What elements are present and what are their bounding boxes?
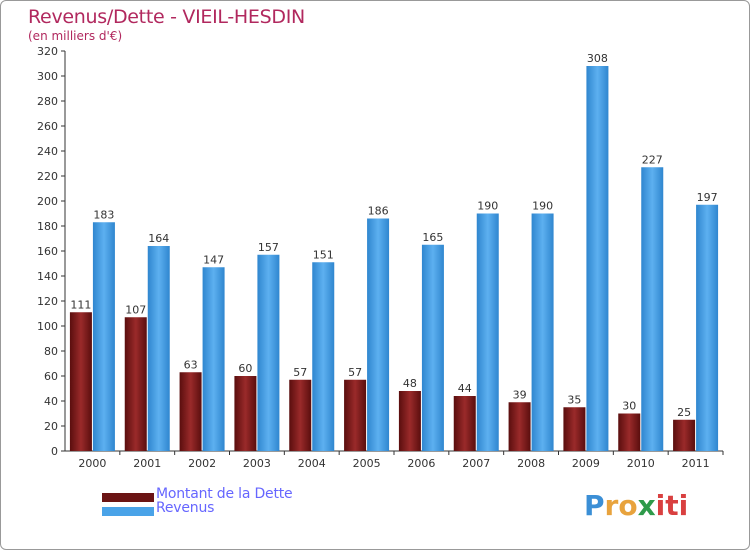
data-label-revenus: 164 [148, 232, 169, 245]
y-tick-label: 120 [37, 295, 58, 308]
data-label-revenus: 190 [532, 200, 553, 213]
data-label-debt: 57 [348, 366, 362, 379]
bar-debt [563, 407, 586, 451]
bars [69, 66, 719, 451]
logo-letter: t [665, 489, 679, 522]
chart-title: Revenus/Dette - VIEIL-HESDIN [28, 6, 305, 28]
bar-revenus [367, 218, 390, 451]
bar-debt [618, 413, 641, 451]
data-label-debt: 60 [238, 362, 252, 375]
y-axis: 0 20 40 60 80 100 120 140 160 180 200 220 240 260 280 3… [37, 45, 66, 458]
chart-subtitle: (en milliers d'€) [28, 29, 123, 43]
data-label-revenus: 186 [368, 205, 389, 218]
y-tick-label: 320 [37, 45, 58, 58]
x-tick-label: 2008 [517, 457, 545, 470]
bar-debt [508, 402, 531, 451]
bar-revenus [476, 213, 499, 451]
bar-revenus [312, 262, 335, 451]
logo-letter: r [604, 489, 619, 522]
x-tick-label: 2010 [627, 457, 655, 470]
data-label-revenus: 183 [93, 208, 114, 221]
bar-debt [344, 379, 367, 451]
data-label-revenus: 227 [642, 153, 663, 166]
x-axis: 2000 2001 2002 2003 2004 2005 2006 2007 2008 2009… [65, 450, 724, 470]
x-tick-label: 2002 [188, 457, 216, 470]
y-tick-label: 220 [37, 170, 58, 183]
x-tick-label: 2004 [298, 457, 326, 470]
legend-label-debt: Montant de la Dette [156, 486, 293, 502]
data-labels: 111 183 107 164 63 147 60 157 57 151 57 186 48 165 44 1… [70, 52, 717, 419]
bar-debt [179, 372, 202, 451]
logo-letter: o [618, 489, 638, 522]
y-tick-label: 200 [37, 195, 58, 208]
bar-debt [398, 391, 421, 451]
data-label-debt: 107 [125, 303, 146, 316]
y-tick-label: 180 [37, 220, 58, 233]
data-label-debt: 57 [293, 366, 307, 379]
y-tick-label: 20 [44, 420, 58, 433]
bar-debt [124, 317, 147, 451]
bar-revenus [531, 213, 554, 451]
logo-letter: i [678, 489, 689, 522]
logo-letter: i [655, 489, 666, 522]
bar-debt [234, 376, 257, 451]
x-tick-label: 2003 [243, 457, 271, 470]
bar-debt [69, 312, 92, 451]
bar-revenus [257, 254, 280, 451]
bar-revenus [641, 167, 664, 451]
data-label-debt: 39 [513, 388, 527, 401]
legend-swatch-revenus [102, 507, 154, 516]
data-label-debt: 48 [403, 377, 417, 390]
data-label-debt: 111 [70, 298, 91, 311]
bar-revenus [421, 244, 444, 451]
data-label-revenus: 165 [422, 231, 443, 244]
data-label-debt: 35 [567, 393, 581, 406]
proxiti-logo: Proxiti [584, 489, 688, 522]
y-tick-label: 80 [44, 345, 58, 358]
x-tick-label: 2000 [78, 457, 106, 470]
y-tick-label: 0 [51, 445, 58, 458]
y-tick-label: 300 [37, 70, 58, 83]
y-tick-label: 260 [37, 120, 58, 133]
bar-revenus [696, 204, 719, 451]
data-label-debt: 25 [677, 406, 691, 419]
logo-letter: P [584, 489, 605, 522]
bar-revenus [147, 246, 170, 451]
x-tick-label: 2001 [133, 457, 161, 470]
bar-revenus [202, 267, 225, 451]
y-tick-label: 100 [37, 320, 58, 333]
data-label-debt: 30 [622, 400, 636, 413]
y-tick-label: 40 [44, 395, 58, 408]
x-tick-label: 2006 [407, 457, 435, 470]
data-label-revenus: 197 [697, 191, 718, 204]
data-label-revenus: 308 [587, 52, 608, 65]
bar-revenus [92, 222, 115, 451]
bar-revenus [586, 66, 609, 451]
legend-label-revenus: Revenus [156, 500, 215, 516]
y-tick-label: 60 [44, 370, 58, 383]
y-tick-label: 160 [37, 245, 58, 258]
x-tick-label: 2007 [462, 457, 490, 470]
data-label-revenus: 157 [258, 241, 279, 254]
y-tick-label: 240 [37, 145, 58, 158]
bar-debt [453, 396, 476, 451]
data-label-revenus: 147 [203, 253, 224, 266]
x-tick-label: 2009 [572, 457, 600, 470]
logo-letter: x [637, 489, 656, 522]
y-tick-label: 140 [37, 270, 58, 283]
x-tick-label: 2005 [353, 457, 381, 470]
data-label-revenus: 151 [313, 248, 334, 261]
data-label-debt: 44 [458, 382, 472, 395]
data-label-revenus: 190 [477, 200, 498, 213]
y-tick-label: 280 [37, 95, 58, 108]
legend-swatch-debt [102, 493, 154, 502]
bar-debt [289, 379, 312, 451]
data-label-debt: 63 [184, 358, 198, 371]
x-tick-label: 2011 [682, 457, 710, 470]
bar-debt [673, 419, 696, 451]
